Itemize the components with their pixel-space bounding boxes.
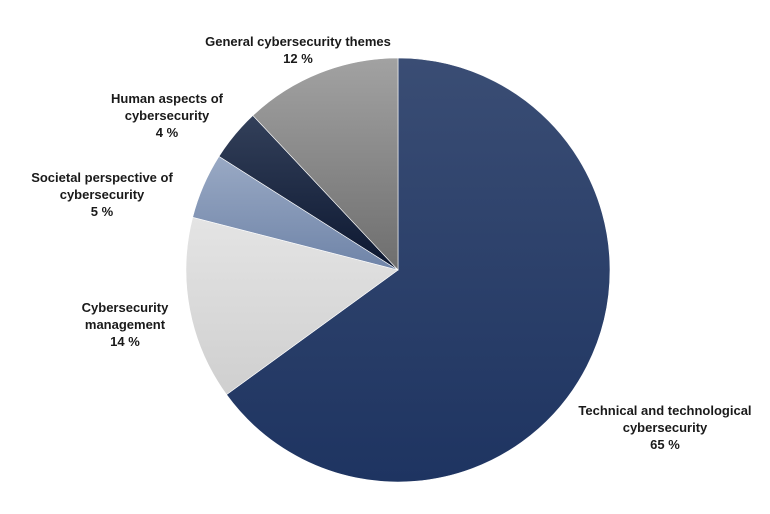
slice-label-management-line1: Cybersecurity (81, 300, 169, 315)
slice-label-societal: Societal perspective of cybersecurity 5 … (2, 169, 202, 220)
slice-pct-general: 12 % (283, 51, 313, 66)
slice-label-human-line2: cybersecurity (124, 108, 210, 123)
slice-label-general: General cybersecurity themes 12 % (168, 33, 428, 67)
slice-label-human-line1: Human aspects of (111, 91, 223, 106)
slice-label-technical: Technical and technological cybersecurit… (572, 402, 758, 453)
slice-label-general-line1: General cybersecurity themes (205, 34, 391, 49)
slice-label-management: Cybersecurity management 14 % (40, 299, 210, 350)
pie-slice-general (252, 57, 399, 271)
slice-label-societal-line1: Societal perspective of (31, 170, 173, 185)
slice-pct-technical: 65 % (650, 437, 680, 452)
slice-label-human: Human aspects of cybersecurity 4 % (84, 90, 250, 141)
slice-pct-management: 14 % (110, 334, 140, 349)
pie-slice-management (185, 216, 399, 396)
slice-pct-human: 4 % (155, 125, 179, 140)
slice-label-technical-line1: Technical and technological (578, 403, 752, 418)
slice-label-societal-line2: cybersecurity (59, 187, 145, 202)
slice-pct-societal: 5 % (90, 204, 114, 219)
slice-label-technical-line2: cybersecurity (622, 420, 708, 435)
slice-label-management-line2: management (84, 317, 166, 332)
pie-slice-technical (226, 57, 611, 483)
